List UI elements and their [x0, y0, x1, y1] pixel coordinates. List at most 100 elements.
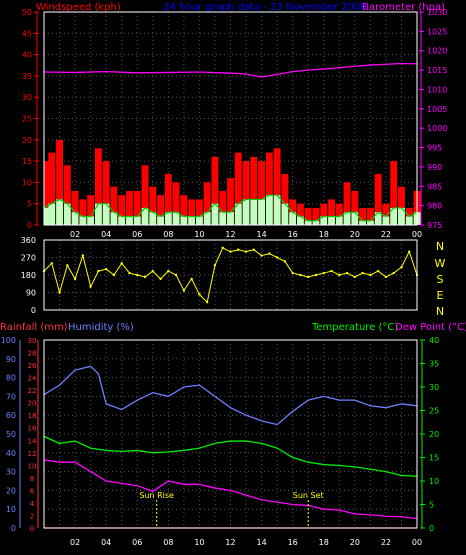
climate-x-tick-label: 08: [163, 538, 173, 547]
barometer-axis-label: Barometer (hpa): [362, 2, 445, 13]
compass-label-e: E: [437, 289, 444, 302]
wind-direction-point: [97, 269, 100, 273]
windspeed-bar: [219, 190, 227, 225]
windspeed-bar: [258, 161, 266, 225]
windspeed-bar: [211, 156, 219, 225]
humidity-tick-label: 0: [11, 524, 16, 533]
rainfall-tick-label: 2: [30, 512, 34, 520]
compass-label-w: W: [435, 257, 446, 270]
wind-direction-point: [314, 273, 318, 277]
windspeed-avg-fill: [157, 216, 164, 225]
windspeed-avg-fill: [63, 203, 71, 225]
rainfall-tick-label: 20: [28, 400, 37, 408]
sun-rise-label: Sun Rise: [139, 491, 174, 500]
wind-direction-point: [268, 252, 271, 255]
wind-direction-point: [283, 260, 287, 263]
windspeed-tick-label: 45: [22, 29, 32, 38]
windspeed-avg-fill: [87, 216, 95, 225]
windspeed-avg-fill: [133, 216, 141, 225]
wind-panel-series: [43, 62, 421, 225]
windspeed-tick-label: 50: [22, 8, 32, 17]
wind-direction-point: [221, 246, 224, 249]
windspeed-avg-fill: [48, 203, 56, 225]
rainfall-tick-label: 10: [28, 462, 37, 470]
barometer-tick-label: 995: [427, 144, 442, 153]
rainfall-tick-label: 8: [30, 475, 34, 483]
humidity-line: [43, 365, 418, 426]
windspeed-bar: [320, 203, 328, 225]
wind-direction-point: [408, 250, 411, 253]
sun-set-label: Sun Set: [293, 491, 324, 500]
climate-x-tick-label: 02: [70, 538, 80, 547]
windspeed-bar: [94, 148, 102, 225]
wind-direction-point: [104, 267, 108, 271]
rainfall-tick-label: 30: [28, 337, 37, 345]
barometer-tick-label: 1015: [427, 66, 447, 75]
wind-direction-point: [213, 264, 217, 267]
windspeed-avg-fill: [102, 203, 110, 225]
windspeed-bar: [390, 161, 398, 225]
wind-direction-point: [174, 273, 178, 277]
wind-direction-point: [205, 301, 209, 304]
direction-panel-frame: [43, 239, 418, 311]
wind-x-tick-label: 20: [350, 230, 360, 239]
wind-direction-point: [252, 248, 256, 251]
barometer-tick-label: 1030: [427, 8, 447, 17]
direction-tick-label: 0: [31, 306, 36, 315]
windspeed-bar: [102, 161, 110, 225]
wind-direction-point: [81, 254, 85, 257]
windspeed-avg-fill: [94, 203, 102, 225]
windspeed-bar: [56, 139, 63, 225]
wind-x-tick-label: 16: [288, 230, 298, 239]
windspeed-bar: [87, 195, 95, 225]
windspeed-tick-label: 25: [22, 115, 32, 124]
windspeed-tick-label: 5: [27, 200, 32, 209]
climate-x-tick-label: 22: [381, 538, 391, 547]
temperature-tick-label: 35: [429, 360, 439, 369]
wind-x-tick-label: 02: [70, 230, 80, 239]
barometer-tick-label: 1010: [427, 85, 447, 94]
wind-direction-point: [198, 293, 201, 296]
humidity-axis-label: Humidity (%): [68, 322, 134, 333]
wind-direction-point: [307, 275, 310, 279]
humidity-tick-label: 70: [6, 392, 16, 401]
barometer-tick-label: 980: [427, 202, 442, 211]
windspeed-bar: [172, 182, 180, 225]
direction-panel-series: [42, 246, 419, 304]
windspeed-bar: [234, 152, 242, 225]
climate-panel-ticks: 0102030405060708090100024681012141618202…: [1, 336, 439, 547]
windspeed-avg-fill: [382, 216, 390, 225]
wind-direction-point: [244, 250, 248, 253]
wind-direction-point: [376, 269, 380, 273]
temperature-tick-label: 25: [429, 407, 439, 416]
windspeed-bar: [359, 207, 367, 225]
barometer-tick-label: 975: [427, 221, 442, 230]
climate-x-tick-label: 10: [194, 538, 204, 547]
windspeed-bar: [180, 195, 188, 225]
windspeed-avg-fill: [118, 216, 126, 225]
climate-x-tick-label: 06: [132, 538, 142, 547]
windspeed-bar: [312, 207, 320, 225]
climate-panel-grid: [44, 340, 417, 528]
windspeed-avg-fill: [164, 212, 172, 225]
rainfall-tick-label: 28: [28, 350, 37, 358]
windspeed-avg-fill: [297, 216, 304, 225]
windspeed-bar: [328, 199, 335, 225]
dewpoint-line: [43, 459, 418, 520]
humidity-tick-label: 100: [1, 336, 16, 345]
windspeed-avg-fill: [281, 203, 289, 225]
humidity-tick-label: 30: [6, 468, 16, 477]
windspeed-avg-fill: [289, 212, 297, 225]
windspeed-avg-fill: [374, 212, 382, 225]
climate-x-tick-label: 18: [319, 538, 329, 547]
windspeed-bar: [366, 207, 374, 225]
windspeed-avg-fill: [250, 199, 258, 225]
windspeed-avg-fill: [172, 212, 180, 225]
windspeed-avg-fill: [265, 195, 273, 225]
windspeed-avg-fill: [79, 216, 87, 225]
temperature-tick-label: 10: [429, 477, 439, 486]
wind-direction-point: [182, 289, 186, 292]
wind-direction-point: [112, 273, 116, 277]
